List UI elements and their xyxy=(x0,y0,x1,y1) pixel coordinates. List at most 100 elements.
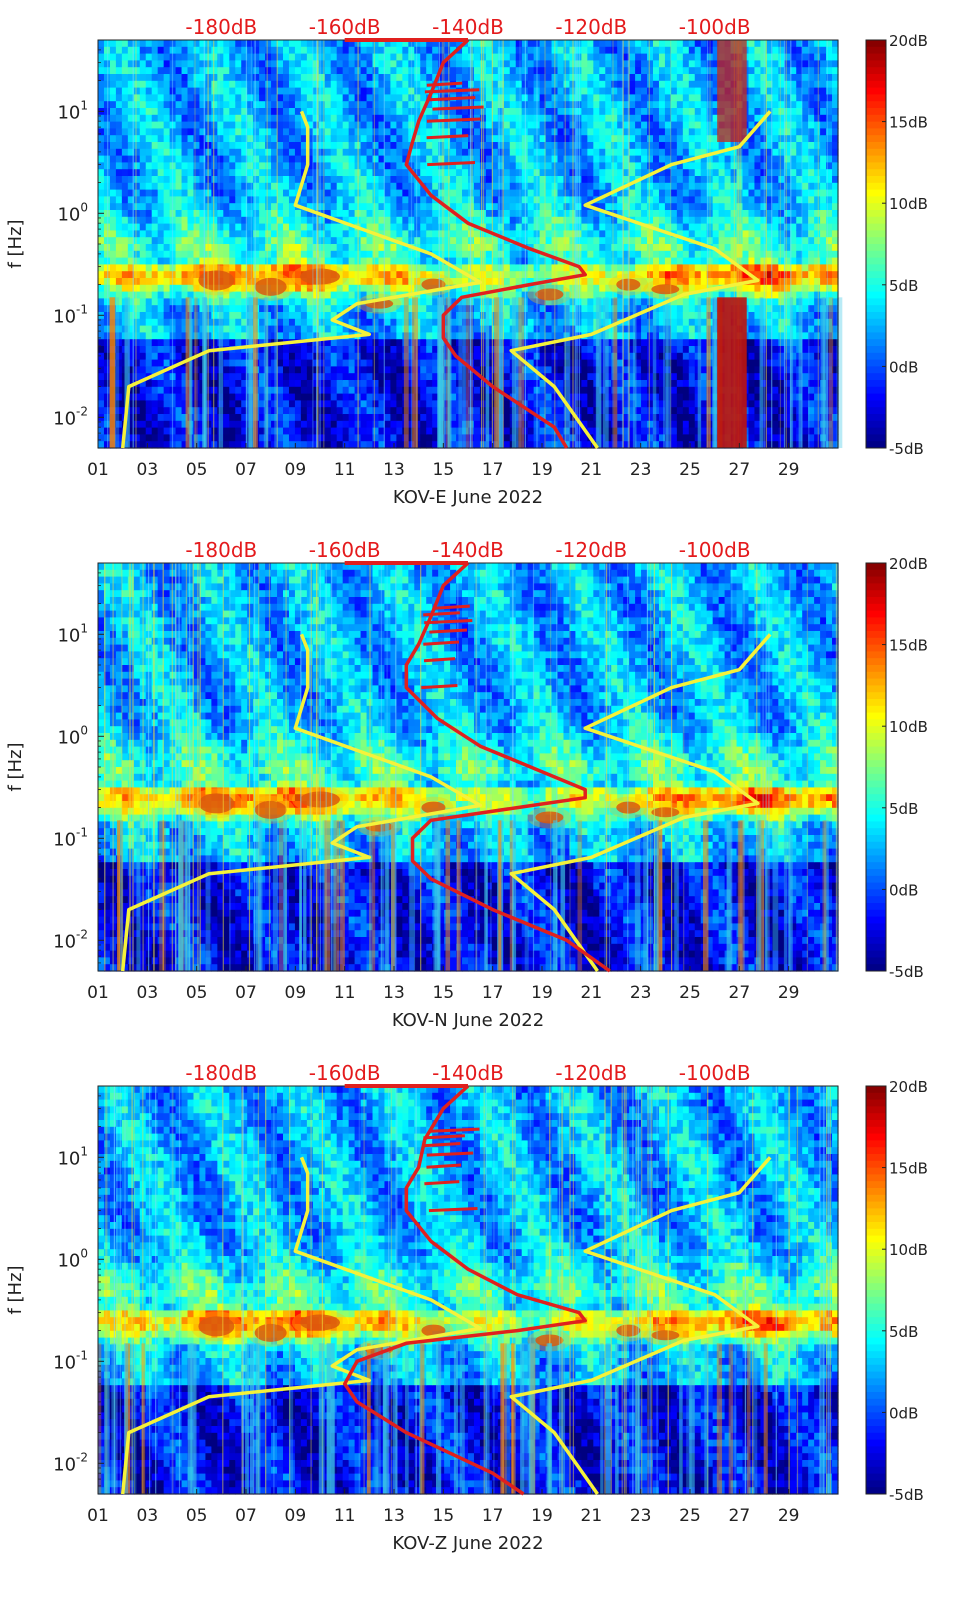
x-tick-label: 07 xyxy=(235,1506,257,1526)
y-tick-label: 10-2 xyxy=(53,927,88,952)
x-tick-label: 21 xyxy=(581,460,603,480)
colorbar-tick-label: -5dB xyxy=(889,1486,924,1504)
psd-harmonic-spike xyxy=(426,1151,474,1157)
x-tick-label: 21 xyxy=(581,983,603,1003)
y-tick-label: 100 xyxy=(57,200,88,225)
psd-harmonic-spike xyxy=(426,117,481,123)
colorbar: 20dB 15dB 10dB 5dB 0dB -5dB xyxy=(865,1078,928,1504)
psd-harmonic-spike xyxy=(433,604,470,610)
colorbar-tick-label: 10dB xyxy=(889,195,928,213)
x-tick-label: 01 xyxy=(87,1506,109,1526)
x-tick-label: 23 xyxy=(630,460,652,480)
x-tick-label: 05 xyxy=(186,1506,208,1526)
psd-curve xyxy=(342,1084,587,1496)
psd-harmonic-spike xyxy=(432,105,484,111)
colorbar-tick-label: 15dB xyxy=(889,114,928,132)
x-tick-label: 09 xyxy=(285,1506,307,1526)
colorbar-tick-label: 20dB xyxy=(889,32,928,50)
x-tick-label: 17 xyxy=(482,460,504,480)
psd-curve xyxy=(404,561,611,973)
colorbar: 20dB 15dB 10dB 5dB 0dB -5dB xyxy=(865,32,928,458)
y-tick-label: 101 xyxy=(57,1144,88,1169)
x-tick-label: 27 xyxy=(729,460,751,480)
colorbar-tick-label: 10dB xyxy=(889,1241,928,1259)
psd-harmonic-spike xyxy=(429,96,476,102)
x-tick-label: 25 xyxy=(679,1506,701,1526)
spectrogram-heatmap xyxy=(98,40,843,449)
x-tick-label: 15 xyxy=(433,460,455,480)
y-tick-label: 100 xyxy=(57,1246,88,1271)
panel-3: -180dB -160dB -140dB -120dB -100dB 01 03 05 07 09… xyxy=(5,1061,928,1554)
low-noise-model-curve xyxy=(120,110,483,449)
panel-1: -180dB -160dB -140dB -120dB -100dB 01 03 05 07 09… xyxy=(5,15,928,508)
x-tick-label: 07 xyxy=(235,460,257,480)
psd-harmonic-spike xyxy=(424,88,480,94)
y-tick-label: 10-1 xyxy=(53,825,88,850)
y-tick-label: 101 xyxy=(57,621,88,646)
x-tick-label: 07 xyxy=(235,983,257,1003)
x-axis-label: KOV-E June 2022 xyxy=(393,487,543,508)
psd-harmonic-spike xyxy=(423,657,456,663)
x-tick-label: 11 xyxy=(334,1506,356,1526)
x-tick-label: 05 xyxy=(186,460,208,480)
x-tick-label: 13 xyxy=(383,983,405,1003)
x-tick-label: 13 xyxy=(383,460,405,480)
top-axis-tick-label: -120dB xyxy=(555,15,627,39)
psd-harmonic-spike xyxy=(421,684,458,690)
x-tick-label: 21 xyxy=(581,1506,603,1526)
x-tick-label: 17 xyxy=(482,983,504,1003)
x-tick-label: 15 xyxy=(433,1506,455,1526)
panel-2: -180dB -160dB -140dB -120dB -100dB 01 03 05 07 09… xyxy=(5,538,928,1031)
x-tick-label: 15 xyxy=(433,983,455,1003)
x-tick-label: 29 xyxy=(778,460,800,480)
x-tick-label: 25 xyxy=(679,983,701,1003)
x-tick-label: 19 xyxy=(531,460,553,480)
x-tick-label: 29 xyxy=(778,1506,800,1526)
x-tick-label: 19 xyxy=(531,1506,553,1526)
y-tick-label: 10-1 xyxy=(53,302,88,327)
y-tick-label: 10-1 xyxy=(53,1348,88,1373)
y-axis-label: f [Hz] xyxy=(5,742,26,791)
colorbar-tick-label: -5dB xyxy=(889,963,924,981)
y-tick-label: 10-2 xyxy=(53,1450,88,1475)
top-axis-tick-label: -140dB xyxy=(432,538,504,562)
high-noise-model-curve xyxy=(509,633,772,973)
psd-harmonic-spike xyxy=(427,161,476,167)
colorbar: 20dB 15dB 10dB 5dB 0dB -5dB xyxy=(865,555,928,981)
psd-harmonic-spike xyxy=(423,640,460,646)
x-tick-label: 29 xyxy=(778,983,800,1003)
colorbar-tick-label: 5dB xyxy=(889,1323,918,1341)
x-tick-label: 01 xyxy=(87,460,109,480)
top-axis-tick-label: -180dB xyxy=(185,1061,257,1085)
x-tick-label: 09 xyxy=(285,460,307,480)
x-tick-label: 17 xyxy=(482,1506,504,1526)
x-tick-label: 27 xyxy=(729,983,751,1003)
x-tick-label: 11 xyxy=(334,983,356,1003)
psd-harmonic-spike xyxy=(428,1207,478,1213)
psd-harmonic-spike xyxy=(424,1180,460,1186)
x-tick-label: 27 xyxy=(729,1506,751,1526)
top-axis-tick-label: -140dB xyxy=(432,15,504,39)
spectrogram-heatmap xyxy=(98,1086,839,1495)
psd-harmonic-spike xyxy=(426,1163,462,1169)
top-axis-tick-label: -120dB xyxy=(555,538,627,562)
x-tick-label: 09 xyxy=(285,983,307,1003)
high-noise-model-curve xyxy=(509,1156,772,1496)
x-tick-label: 23 xyxy=(630,983,652,1003)
psd-harmonic-spike xyxy=(424,619,473,625)
y-tick-label: 10-2 xyxy=(53,404,88,429)
psd-harmonic-spike xyxy=(430,1127,480,1133)
psd-harmonic-spike xyxy=(423,1142,461,1148)
psd-harmonic-spike xyxy=(423,611,460,617)
colorbar-tick-label: 5dB xyxy=(889,277,918,295)
colorbar-tick-label: 5dB xyxy=(889,800,918,818)
y-axis-label: f [Hz] xyxy=(5,1265,26,1314)
x-tick-label: 05 xyxy=(186,983,208,1003)
top-axis-tick-label: -120dB xyxy=(555,1061,627,1085)
x-axis-label: KOV-N June 2022 xyxy=(392,1010,544,1031)
top-axis-tick-label: -160dB xyxy=(309,1061,381,1085)
x-axis-label: KOV-Z June 2022 xyxy=(392,1533,543,1554)
colorbar-tick-label: 0dB xyxy=(889,358,918,376)
psd-harmonic-spike xyxy=(426,81,463,87)
